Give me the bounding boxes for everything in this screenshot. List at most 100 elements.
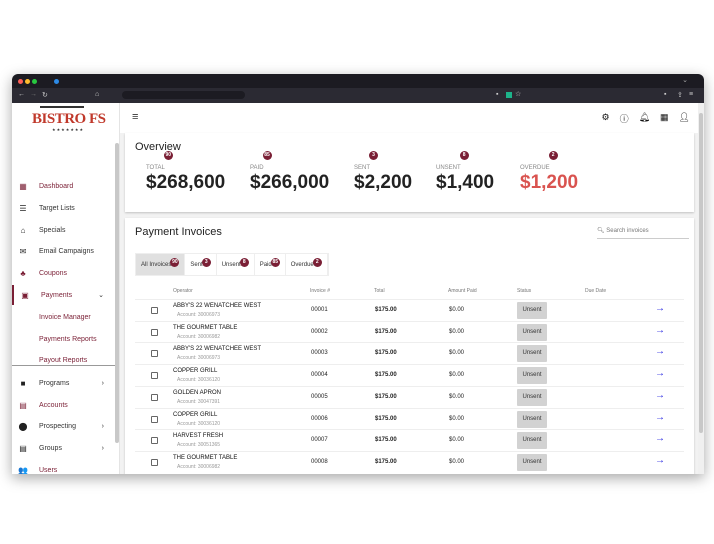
stat-label: SENT	[354, 165, 371, 171]
status-badge[interactable]: Unsent	[517, 432, 547, 450]
sidebar-item-programs[interactable]: ■ Programs ›	[12, 373, 116, 393]
table-row: GOLDEN APRON Account: 30047391 00005 $17…	[135, 385, 684, 408]
row-checkbox[interactable]	[151, 307, 158, 314]
browser-window: ⌄ ← → ↻ ⌂ ▪ ☆ ▪ ⇪ ≡ BISTRO FS ★★★★★★★ ▦ …	[12, 74, 704, 474]
open-invoice-arrow-icon[interactable]: →	[655, 433, 665, 445]
row-checkbox[interactable]	[151, 415, 158, 423]
status-badge[interactable]: Unsent	[517, 367, 547, 385]
column-header[interactable]: Status	[517, 288, 532, 294]
stat-label: UNSENT	[436, 165, 461, 171]
open-invoice-arrow-icon[interactable]: →	[655, 368, 665, 380]
browser-tab-favicon-icon[interactable]	[54, 79, 59, 84]
sidebar-item-label: Accounts	[39, 401, 68, 409]
sidebar-item-target-lists[interactable]: ☰ Target Lists	[12, 198, 116, 218]
sidebar-item-accounts[interactable]: ▤ Accounts	[12, 395, 116, 415]
invoice-total: $175.00	[375, 307, 397, 313]
sidebar-item-label: Specials	[39, 226, 66, 234]
filter-tab-unsent[interactable]: Unsent 8	[216, 254, 255, 275]
sidebar-item-groups[interactable]: ▤ Groups ›	[12, 438, 116, 458]
tab-list-chevron-icon[interactable]: ⌄	[682, 77, 688, 84]
table-row: COPPER GRILL Account: 30036120 00006 $17…	[135, 407, 684, 430]
stat-count-badge: 8	[459, 151, 469, 160]
extension-icon[interactable]	[506, 92, 512, 98]
column-header[interactable]: Amount Paid	[448, 288, 477, 294]
status-badge[interactable]: Unsent	[517, 410, 547, 428]
page-scrollbar[interactable]	[698, 103, 704, 474]
amount-paid: $0.00	[449, 437, 465, 444]
cake-icon: ⌂	[20, 225, 26, 235]
sidebar-item-label: Coupons	[39, 269, 68, 277]
sidebar-item-payments[interactable]: ▣ Payments ⌄	[12, 285, 116, 305]
minimize-window-button[interactable]	[25, 79, 30, 84]
amount-paid: $0.00	[449, 328, 465, 335]
stat-sent: SENT 3 $2,200	[354, 151, 413, 194]
filter-tab-overdue[interactable]: Overdue 2	[285, 254, 328, 275]
sidebar-subitem-payments-reports[interactable]: Payments Reports	[39, 335, 97, 343]
column-header[interactable]: Invoice #	[310, 288, 331, 294]
column-header[interactable]: Operator	[173, 288, 193, 294]
filter-tab-sent[interactable]: Sent 3	[185, 254, 217, 275]
row-checkbox[interactable]	[151, 393, 158, 401]
amount-paid: $0.00	[449, 307, 465, 313]
filter-count-badge: 2	[312, 257, 322, 267]
sidebar-subitem-payout-reports[interactable]: Payout Reports	[39, 357, 88, 364]
settings-gear-icon[interactable]: ⚙	[601, 112, 610, 122]
sidebar-item-users[interactable]: 👥 Users	[12, 460, 116, 475]
row-checkbox[interactable]	[151, 328, 158, 336]
status-badge[interactable]: Unsent	[517, 302, 547, 319]
back-icon[interactable]: ←	[18, 91, 25, 98]
briefcase-icon: ■	[20, 378, 26, 388]
row-checkbox[interactable]	[151, 458, 158, 466]
close-window-button[interactable]	[18, 79, 23, 84]
table-row: HARVEST FRESH Account: 30051365 00007 $1…	[135, 429, 684, 451]
stat-label: OVERDUE	[520, 165, 550, 171]
open-invoice-arrow-icon[interactable]: →	[655, 411, 665, 423]
apps-grid-icon[interactable]: ▦	[660, 112, 669, 122]
open-invoice-arrow-icon[interactable]: →	[655, 324, 665, 336]
search-invoices-input[interactable]: 🔍︎ Search invoices	[597, 227, 689, 239]
bookmark-star-icon[interactable]: ☆	[515, 91, 522, 98]
row-checkbox[interactable]	[151, 350, 158, 358]
status-badge[interactable]: Unsent	[517, 388, 547, 406]
user-account-icon[interactable]: 👤︎	[678, 112, 690, 122]
sidebar-item-email-campaigns[interactable]: ✉ Email Campaigns	[12, 241, 116, 261]
share-icon[interactable]: ⇪	[677, 92, 683, 99]
logo: BISTRO FS	[32, 111, 106, 127]
forward-icon[interactable]: →	[30, 91, 37, 98]
row-checkbox[interactable]	[151, 437, 158, 445]
status-badge[interactable]: Unsent	[517, 453, 547, 471]
sidebar-item-coupons[interactable]: ♣ Coupons	[12, 263, 116, 283]
stat-value: $2,200	[354, 172, 413, 193]
table-row: ABBY'S 22 WENATCHEE WEST Account: 300069…	[135, 299, 684, 321]
open-invoice-arrow-icon[interactable]: →	[655, 346, 665, 358]
notification-bell-icon[interactable]: 🔔︎	[638, 112, 651, 122]
sidebar-subitem-invoice-manager[interactable]: Invoice Manager	[39, 314, 91, 321]
status-badge[interactable]: Unsent	[517, 345, 547, 363]
sidebar-item-dashboard[interactable]: ▦ Dashboard	[12, 176, 116, 196]
sidebar-scrollbar[interactable]	[115, 143, 119, 443]
apps-icon[interactable]: ▪	[664, 91, 667, 98]
help-icon[interactable]: ⓘ	[619, 114, 629, 124]
extensions-icon[interactable]: ▪	[496, 91, 499, 98]
open-invoice-arrow-icon[interactable]: →	[655, 303, 665, 314]
hamburger-menu-icon[interactable]: ≡	[132, 111, 139, 123]
maximize-window-button[interactable]	[32, 79, 37, 84]
column-header[interactable]: Due Date	[585, 288, 607, 294]
filter-tab-all-invoices[interactable]: All Invoices 90	[136, 254, 186, 275]
invoice-total: $175.00	[375, 372, 397, 379]
menu-icon[interactable]: ≡	[689, 91, 694, 98]
shield-lock-icon: ⌂	[95, 91, 100, 98]
open-invoice-arrow-icon[interactable]: →	[655, 389, 665, 401]
filter-tab-paid[interactable]: Paid 85	[254, 254, 286, 275]
stat-label: TOTAL	[146, 165, 165, 171]
column-header[interactable]: Total	[374, 288, 385, 294]
operator-name: ABBY'S 22 WENATCHEE WEST	[173, 346, 262, 353]
row-checkbox[interactable]	[151, 372, 158, 380]
url-bar[interactable]	[122, 91, 245, 99]
amount-paid: $0.00	[449, 415, 465, 422]
status-badge[interactable]: Unsent	[517, 323, 547, 341]
sidebar-item-specials[interactable]: ⌂ Specials	[12, 220, 116, 240]
open-invoice-arrow-icon[interactable]: →	[655, 454, 665, 466]
reload-icon[interactable]: ↻	[42, 92, 48, 99]
sidebar-item-prospecting[interactable]: ⬤ Prospecting ›	[12, 416, 116, 436]
